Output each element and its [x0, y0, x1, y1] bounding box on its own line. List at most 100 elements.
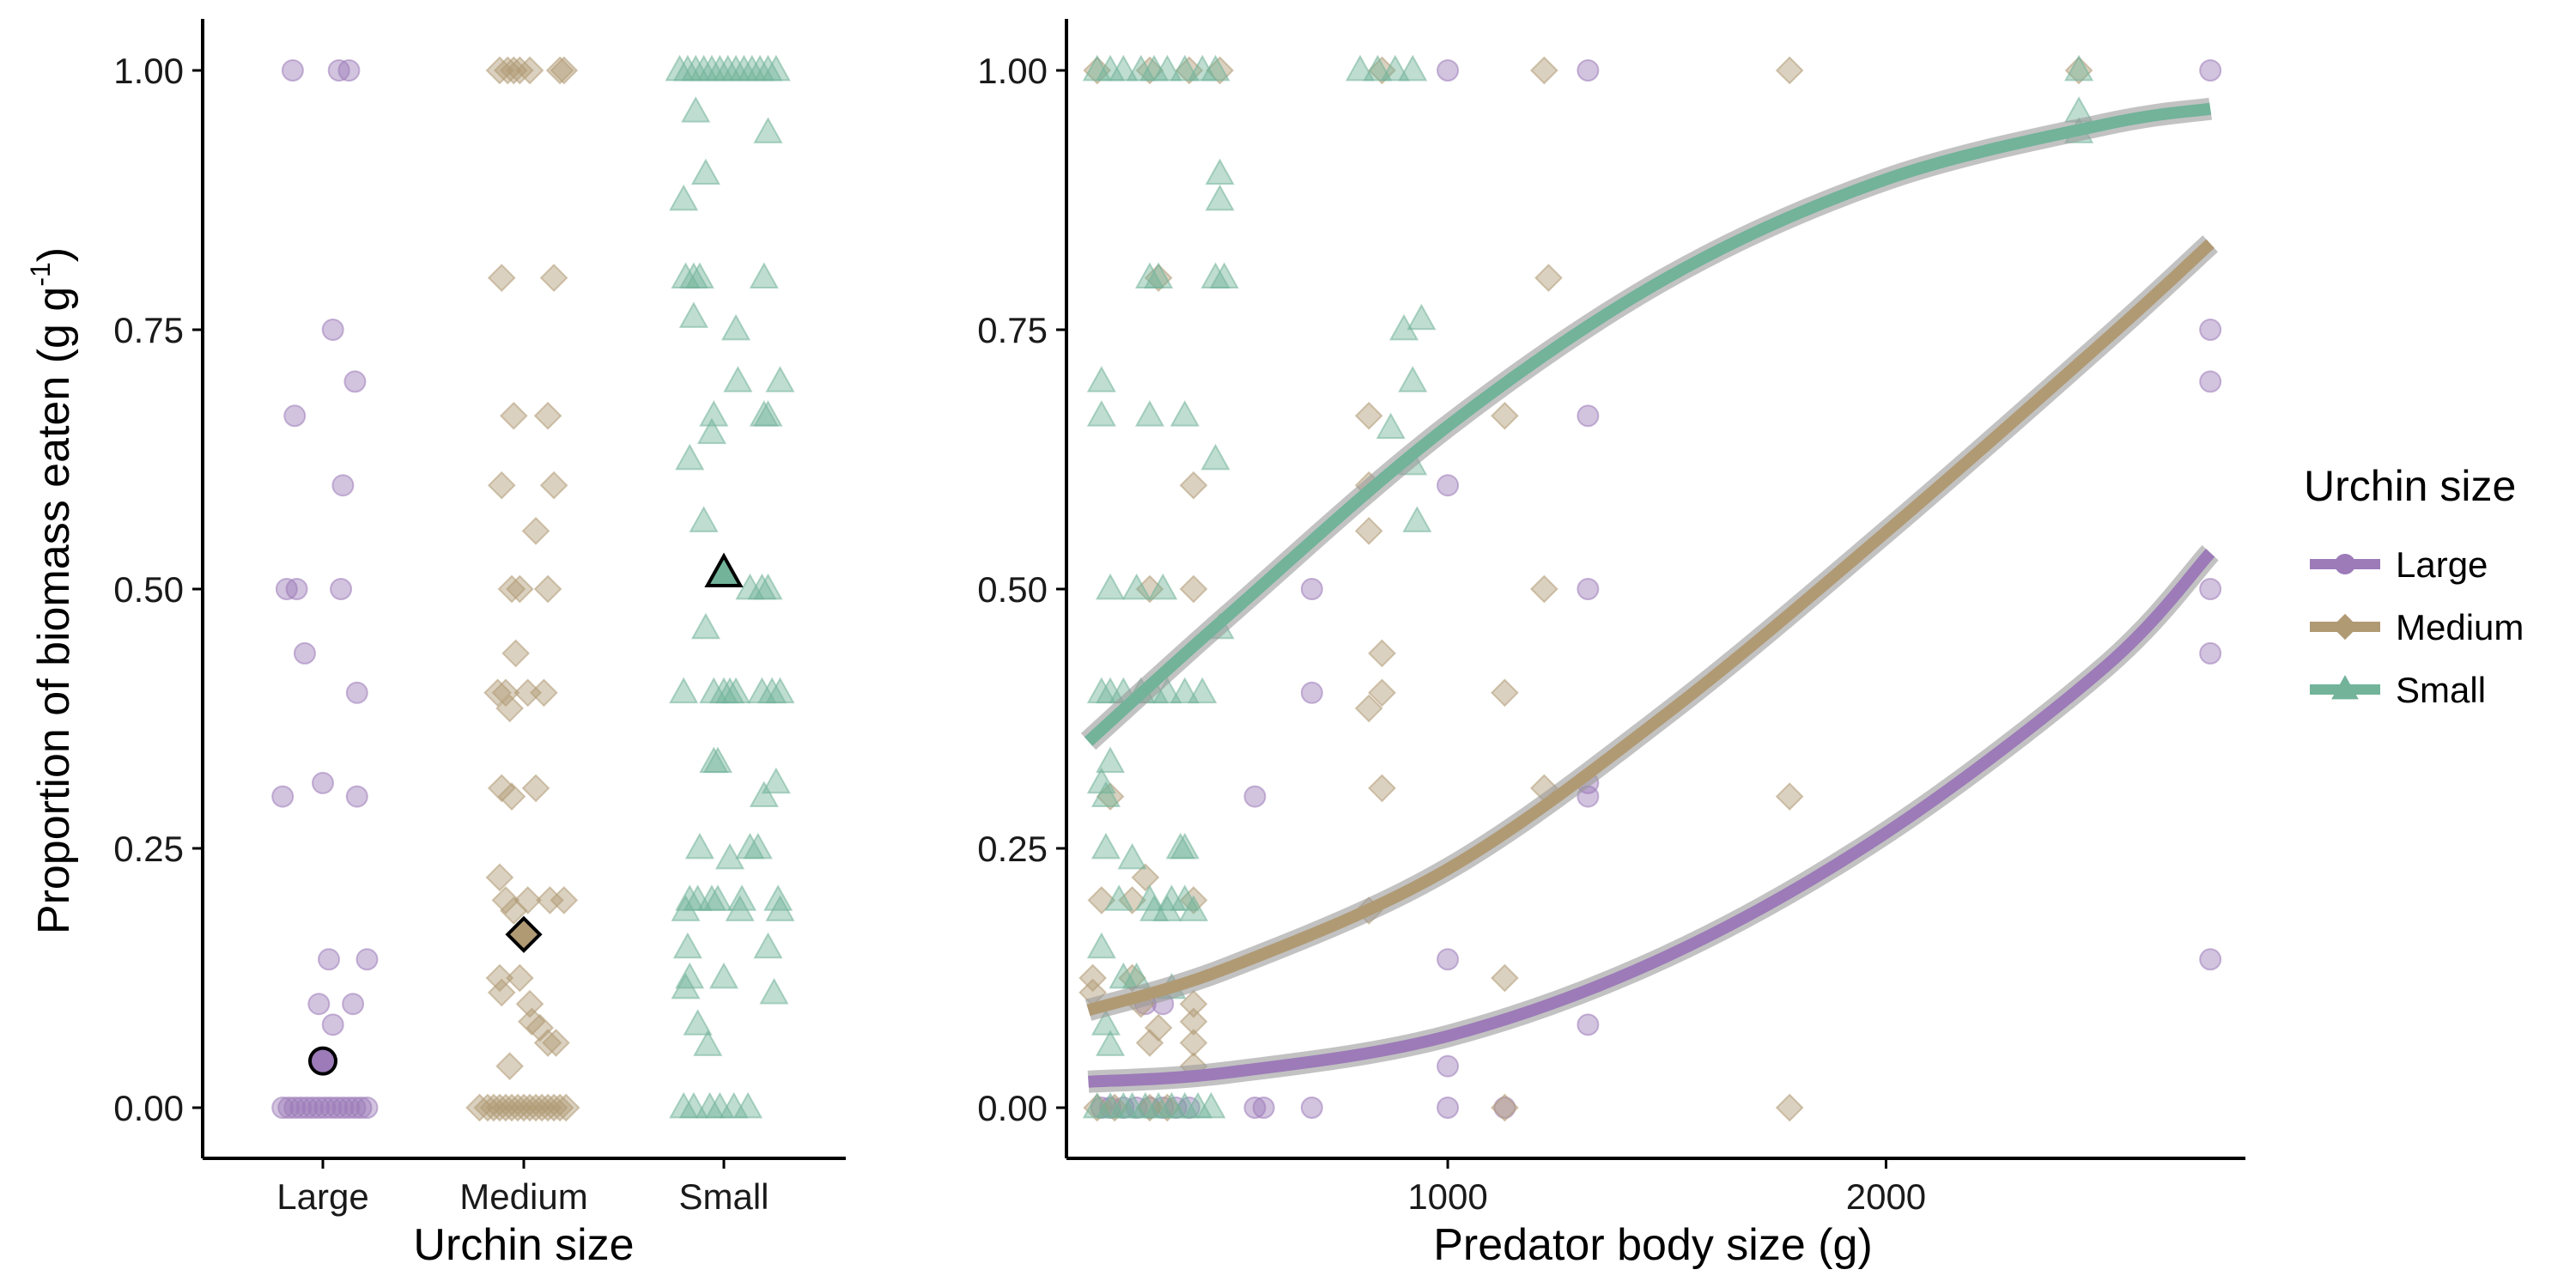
data-point-medium [521, 774, 550, 803]
data-point-large [1577, 1013, 1600, 1036]
data-point-large [307, 993, 331, 1016]
data-point-medium [1490, 1093, 1519, 1122]
data-point-small [1200, 443, 1230, 471]
data-point-large [345, 681, 368, 704]
data-point-small [675, 962, 705, 989]
data-point-large [349, 1097, 373, 1119]
data-point-medium [1529, 574, 1558, 604]
data-point-medium [487, 264, 516, 293]
data-point-large [2199, 59, 2222, 82]
data-point-small [1091, 1009, 1121, 1036]
data-point-small [669, 184, 699, 211]
data-point-small [1109, 54, 1139, 82]
data-point-small [696, 417, 727, 445]
data-point-small [723, 366, 753, 392]
data-point-medium [521, 516, 550, 545]
data-point-small [708, 962, 739, 989]
data-point-small [1406, 303, 1437, 331]
data-point-large [301, 1097, 325, 1119]
data-point-small [1205, 158, 1235, 185]
data-point-small [743, 832, 773, 860]
legend-label: Small [2396, 670, 2486, 710]
left-y-axis-title: Proportion of biomass eaten (g g-1) [25, 247, 79, 934]
data-point-medium [499, 401, 528, 430]
y-tick-label: 0.25 [977, 829, 1048, 869]
data-point-medium [1135, 1029, 1164, 1057]
confidence-band-medium [1084, 235, 2218, 1021]
left-means [308, 552, 744, 1076]
data-point-large [325, 1097, 349, 1119]
legend-label: Large [2396, 544, 2488, 585]
data-point-medium [533, 1029, 562, 1057]
data-point-small [753, 932, 783, 959]
legend-title: Urchin size [2304, 462, 2516, 510]
data-point-large [1437, 59, 1460, 82]
y-tick-label: 0.50 [113, 569, 184, 610]
data-point-medium [1179, 471, 1208, 500]
data-point-small [702, 884, 733, 911]
data-point-medium [526, 1013, 555, 1042]
data-point-large [2199, 370, 2222, 393]
data-point-large [1437, 948, 1460, 971]
data-point-large [331, 1097, 355, 1119]
data-point-small [683, 1009, 713, 1036]
data-point-medium [505, 56, 534, 85]
data-point-medium [539, 471, 568, 500]
data-point-medium [1368, 774, 1396, 803]
data-point-small [720, 677, 751, 704]
data-point-large [337, 1097, 361, 1119]
data-point-large [355, 948, 379, 971]
data-point-small [684, 832, 715, 860]
data-point-small [1134, 400, 1165, 427]
data-point-small [1170, 677, 1200, 704]
data-point-medium [1144, 264, 1173, 293]
data-point-medium [1354, 694, 1383, 723]
y-tick-label: 0.00 [113, 1088, 184, 1128]
legend-marker-medium [2331, 613, 2359, 641]
legend-label: Medium [2396, 607, 2524, 647]
data-point-small [761, 767, 791, 794]
data-point-medium [495, 694, 525, 723]
data-point-large [1577, 578, 1600, 600]
data-point-medium [542, 1029, 570, 1057]
data-point-large [1300, 578, 1323, 600]
data-point-medium [487, 471, 516, 500]
data-point-medium [1179, 1007, 1208, 1036]
data-point-small [753, 573, 783, 600]
data-point-medium [1368, 639, 1396, 668]
data-point-medium [1131, 863, 1160, 892]
data-point-large [1577, 404, 1600, 428]
data-point-medium [1179, 574, 1208, 604]
data-point-medium [533, 574, 562, 604]
data-point-medium [495, 1052, 525, 1081]
data-point-small [690, 158, 721, 185]
data-point-large [281, 59, 304, 82]
data-point-small [1091, 781, 1121, 807]
fitted-curve-large [1088, 548, 2215, 1088]
legend-entry-small: Small [2310, 670, 2486, 710]
data-point-large [295, 1097, 319, 1119]
data-point-medium [1144, 1013, 1173, 1042]
data-point-small [1095, 746, 1126, 774]
data-point-large [312, 771, 334, 794]
data-point-small [1376, 412, 1406, 440]
right-panel: 0.00 0.25 0.50 0.75 1.00 1000 2000 Predator b… [977, 19, 2245, 1270]
data-point-small [1398, 54, 1428, 82]
data-point-medium [497, 574, 526, 604]
data-point-small [765, 895, 795, 921]
data-point-small [678, 301, 708, 328]
legend-marker-large [2335, 554, 2355, 574]
legend-entries: Large Medium Small [2310, 544, 2524, 710]
fitted-curve-medium [1086, 239, 2215, 1017]
data-point-small [1091, 832, 1121, 860]
data-point-small [1134, 884, 1165, 911]
data-point-small [1086, 400, 1116, 427]
data-point-small [693, 1030, 723, 1056]
data-point-medium [499, 896, 528, 925]
data-point-large [330, 578, 353, 600]
data-point-large [293, 641, 316, 665]
right-y-ticks: 0.00 0.25 0.50 0.75 1.00 [977, 51, 1066, 1128]
data-point-large [1252, 1097, 1275, 1119]
y-tick-label: 0.50 [977, 569, 1048, 610]
data-point-small [714, 842, 745, 870]
